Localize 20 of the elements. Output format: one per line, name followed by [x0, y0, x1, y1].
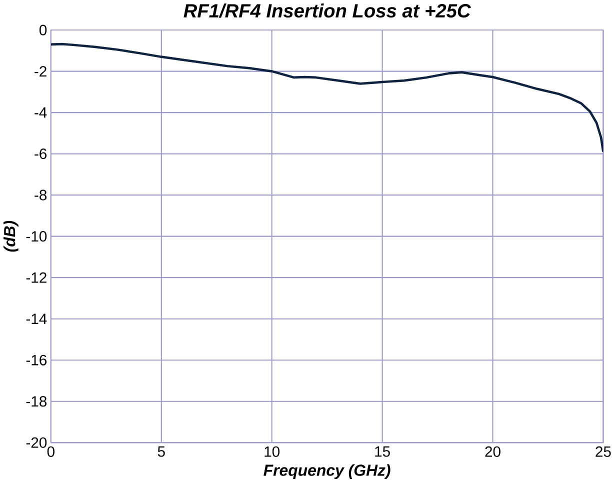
- x-axis-title: Frequency (GHz): [264, 464, 390, 480]
- x-tick-label: 15: [375, 446, 390, 457]
- y-tick-label: -6: [34, 148, 47, 160]
- y-tick-label: 0: [39, 24, 47, 36]
- x-tick-label: 20: [485, 446, 500, 458]
- y-tick-label: -4: [34, 108, 47, 118]
- x-tick-label: 10: [264, 446, 280, 458]
- y-tick-label: -20: [26, 438, 47, 448]
- x-tick-label: 25: [596, 446, 611, 458]
- x-tick-label: 0: [47, 446, 54, 458]
- y-tick-label: -14: [26, 314, 47, 324]
- chart-title: RF1/RF4 Insertion Loss at +25C: [184, 4, 471, 18]
- y-tick-label: -8: [34, 190, 47, 201]
- y-tick-label: -16: [26, 355, 47, 366]
- y-tick-label: -18: [26, 396, 47, 407]
- x-tick-label: 5: [158, 446, 165, 457]
- y-axis-title: (dB): [4, 221, 18, 252]
- y-tick-label: -12: [26, 272, 46, 283]
- y-tick-label: -10: [26, 231, 47, 242]
- y-tick-label: -2: [34, 66, 46, 77]
